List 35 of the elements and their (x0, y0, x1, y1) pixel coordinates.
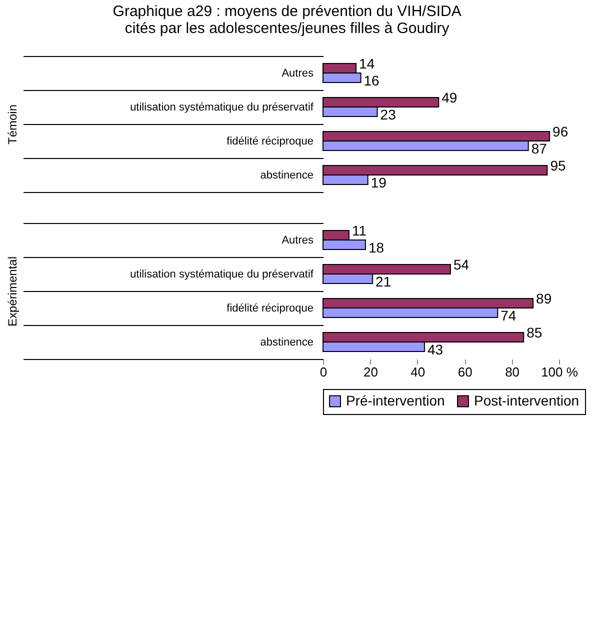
data-label: 96 (552, 123, 568, 140)
y-axis-title: Expérimental (6, 256, 20, 327)
data-label: 23 (380, 106, 396, 123)
data-label: 54 (453, 256, 470, 272)
data-label: 43 (427, 342, 444, 358)
y-tick-label: fidélité réciproque (226, 136, 314, 148)
data-label: 89 (536, 290, 552, 306)
data-label: 95 (550, 157, 566, 174)
y-tick-label: utilisation systématique du préservatif (130, 102, 314, 114)
data-label: 49 (442, 89, 458, 106)
legend-label: Post-intervention (474, 392, 580, 408)
data-label: 74 (500, 308, 516, 324)
y-tick-label: Autres (282, 234, 314, 246)
x-tick-label: 80 (505, 364, 520, 380)
data-label: 14 (359, 55, 375, 72)
y-tick-label: fidélité réciproque (226, 302, 314, 314)
y-axis-title: Témoin (6, 104, 20, 145)
x-tick-label: 20 (363, 364, 378, 380)
x-tick-label: 40 (410, 364, 426, 380)
chart-title: Graphique a29 : moyens de prévention du VIH/SIDA cités par les adolescentes/jeunes filles à Goudiry (112, 3, 462, 37)
y-tick-label: abstinence (260, 170, 314, 182)
data-label: 21 (376, 274, 392, 290)
x-tick-label: 0 (320, 364, 328, 380)
legend-label: Pré-intervention (346, 392, 445, 408)
x-tick-label: 100 % (541, 364, 578, 380)
data-label: 11 (352, 222, 367, 238)
data-label: 19 (370, 174, 387, 191)
y-tick-label: Autres (282, 68, 314, 80)
y-tick-label: utilisation systématique du préservatif (130, 268, 314, 280)
data-label: 85 (526, 324, 542, 340)
x-tick-label: 60 (458, 364, 472, 380)
data-label: 18 (368, 240, 384, 256)
data-label: 16 (364, 72, 380, 89)
data-label: 87 (531, 140, 548, 157)
y-tick-label: abstinence (260, 336, 314, 348)
